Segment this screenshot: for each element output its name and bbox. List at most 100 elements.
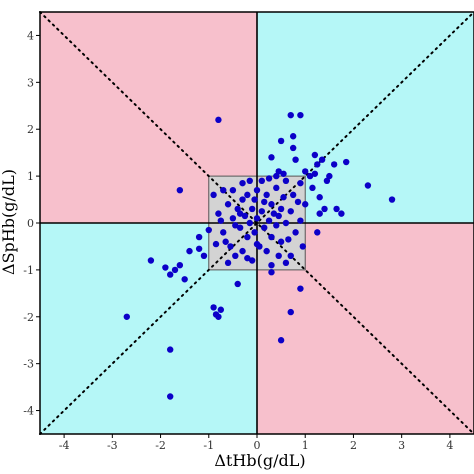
data-point bbox=[280, 170, 287, 177]
data-point bbox=[277, 205, 285, 213]
data-point bbox=[217, 306, 225, 313]
data-point bbox=[289, 133, 297, 140]
data-point bbox=[311, 151, 319, 159]
data-point bbox=[318, 156, 326, 163]
data-point bbox=[270, 210, 278, 217]
data-point bbox=[224, 201, 232, 208]
data-point bbox=[277, 238, 285, 245]
data-point bbox=[268, 262, 275, 269]
data-point bbox=[236, 224, 244, 231]
y-tick-label: 0 bbox=[27, 217, 34, 230]
data-point bbox=[236, 210, 244, 217]
data-point bbox=[280, 194, 287, 201]
data-point bbox=[246, 177, 253, 184]
data-point bbox=[285, 236, 292, 243]
data-point bbox=[265, 175, 273, 182]
data-point bbox=[277, 137, 285, 145]
data-point bbox=[244, 233, 251, 241]
data-point bbox=[282, 177, 290, 184]
y-tick-label: 2 bbox=[27, 123, 34, 136]
data-point bbox=[229, 186, 237, 194]
y-axis-title: ΔSpHb(g/dL) bbox=[0, 169, 18, 275]
data-point bbox=[167, 271, 174, 278]
data-point bbox=[215, 210, 222, 217]
data-point bbox=[232, 222, 239, 229]
data-point bbox=[268, 233, 275, 241]
x-tick-label: -3 bbox=[107, 439, 118, 452]
y-tick-label: -1 bbox=[23, 264, 34, 277]
data-point bbox=[287, 308, 294, 316]
data-point bbox=[314, 161, 321, 168]
data-point bbox=[234, 280, 241, 288]
data-point bbox=[311, 170, 319, 177]
y-tick-label: -2 bbox=[23, 311, 34, 324]
data-point bbox=[297, 179, 304, 187]
x-tick-label: 3 bbox=[398, 439, 405, 452]
data-point bbox=[326, 172, 333, 180]
data-point bbox=[333, 205, 340, 213]
data-point bbox=[287, 111, 294, 119]
data-point bbox=[241, 212, 249, 220]
data-point bbox=[287, 208, 294, 215]
data-point bbox=[263, 247, 270, 255]
y-tick-label: -4 bbox=[23, 405, 34, 418]
x-tick-label: -1 bbox=[203, 439, 214, 452]
identity-line bbox=[39, 11, 474, 435]
data-point bbox=[297, 217, 304, 224]
data-point bbox=[215, 116, 222, 124]
data-point bbox=[261, 198, 268, 206]
data-point bbox=[253, 240, 261, 248]
data-point bbox=[123, 313, 130, 320]
data-point bbox=[292, 229, 299, 236]
data-point bbox=[195, 245, 203, 252]
data-point bbox=[275, 212, 282, 220]
data-point bbox=[265, 217, 273, 224]
data-point bbox=[232, 252, 239, 260]
data-point bbox=[292, 156, 299, 163]
data-point bbox=[246, 219, 253, 227]
data-point bbox=[222, 238, 229, 245]
y-tick-label: 3 bbox=[27, 76, 34, 89]
data-point bbox=[215, 313, 222, 320]
data-point bbox=[147, 257, 155, 264]
data-point bbox=[181, 276, 188, 283]
data-point bbox=[268, 154, 275, 161]
data-point bbox=[364, 182, 372, 189]
data-point bbox=[253, 215, 261, 222]
data-point bbox=[244, 254, 251, 262]
data-point bbox=[289, 191, 297, 199]
x-tick-label: 4 bbox=[446, 439, 453, 452]
y-axis-ticks: -4 -3 -2 -1 0 1 2 3 4 bbox=[23, 29, 40, 418]
x-axis-title: ΔtHb(g/dL) bbox=[214, 451, 305, 470]
x-axis-ticks: -4 -3 -2 -1 0 1 2 3 4 bbox=[59, 434, 453, 452]
data-point bbox=[302, 168, 309, 175]
data-point bbox=[321, 205, 328, 213]
data-point bbox=[239, 247, 246, 255]
data-point bbox=[287, 252, 294, 260]
data-point bbox=[220, 229, 227, 236]
data-point bbox=[210, 304, 217, 311]
data-point bbox=[261, 224, 268, 231]
anti-identity-line bbox=[39, 11, 474, 435]
data-point bbox=[244, 191, 251, 199]
data-point bbox=[251, 196, 258, 203]
data-point bbox=[176, 262, 184, 269]
x-tick-label: -4 bbox=[59, 439, 70, 452]
data-point bbox=[282, 259, 290, 267]
data-point bbox=[275, 168, 282, 175]
data-point bbox=[227, 243, 234, 250]
y-tick-label: 4 bbox=[27, 29, 34, 42]
data-point bbox=[388, 196, 396, 203]
data-point bbox=[275, 252, 282, 260]
data-point bbox=[268, 201, 275, 208]
y-tick-label: -3 bbox=[23, 358, 34, 371]
data-point bbox=[200, 252, 208, 260]
data-point bbox=[309, 184, 316, 192]
plot-area bbox=[39, 11, 474, 435]
data-point bbox=[330, 161, 338, 168]
data-point bbox=[167, 346, 174, 353]
data-point bbox=[268, 269, 275, 276]
data-point bbox=[224, 259, 232, 267]
data-point bbox=[167, 393, 174, 400]
